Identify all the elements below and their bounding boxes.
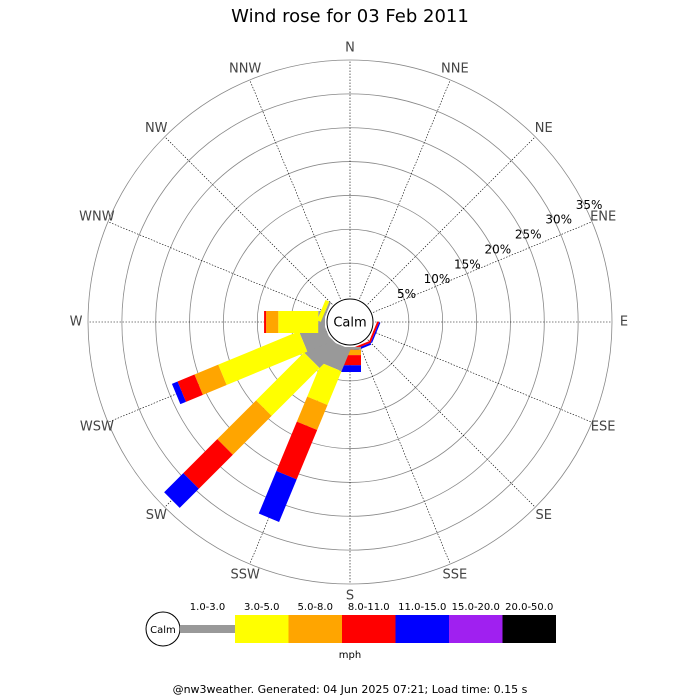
spoke <box>359 344 451 565</box>
bar-segment <box>266 311 279 333</box>
bar-segment <box>171 381 186 405</box>
direction-label: E <box>620 315 628 330</box>
bar-segment <box>278 311 319 333</box>
direction-label: NW <box>145 121 168 136</box>
direction-label: S <box>346 589 354 604</box>
legend-label: 20.0-50.0 <box>505 602 553 613</box>
legend-swatch <box>395 615 449 643</box>
direction-label: WNW <box>79 210 115 225</box>
bar-segment <box>370 322 381 344</box>
legend-swatch <box>235 615 289 643</box>
spoke <box>164 136 333 305</box>
spoke <box>372 331 593 423</box>
ring-label: 15% <box>454 257 481 271</box>
legend-swatch <box>502 615 556 643</box>
legend-swatch <box>180 625 235 633</box>
calm-circle <box>326 298 374 346</box>
bar-segment <box>276 421 318 480</box>
ring-label: 5% <box>397 287 416 301</box>
ring-label: 25% <box>515 228 542 242</box>
bar-segment <box>264 311 267 333</box>
bar-segment <box>307 362 342 405</box>
legend-swatch <box>288 615 342 643</box>
direction-label: ENE <box>590 210 616 225</box>
grid-ring <box>87 59 613 585</box>
legend-calm-label: Calm <box>150 625 176 636</box>
direction-label: SE <box>536 508 552 523</box>
grid-ring <box>121 93 579 551</box>
spoke <box>367 136 536 305</box>
bar-segment <box>256 352 320 416</box>
bar-segment <box>218 331 308 385</box>
footer: @nw3weather. Generated: 04 Jun 2025 07:2… <box>173 683 528 696</box>
bar-segment <box>164 473 199 508</box>
ring-label: 35% <box>576 198 603 212</box>
bar-segment <box>303 331 341 369</box>
legend-label: 5.0-8.0 <box>298 602 333 613</box>
direction-label: SW <box>146 508 167 523</box>
legend-label: 8.0-11.0 <box>348 602 390 613</box>
spoke <box>359 79 451 300</box>
bar-segment <box>339 365 361 373</box>
spoke <box>107 221 328 313</box>
bar-segment <box>258 471 297 522</box>
bar-segment <box>317 299 330 322</box>
direction-label: NNW <box>229 61 261 76</box>
direction-label: SSW <box>230 568 260 583</box>
legend-swatch <box>449 615 503 643</box>
bar-segment <box>368 321 380 343</box>
bar-segment <box>177 374 203 402</box>
direction-label: N <box>345 41 355 56</box>
bar-segment <box>296 396 328 431</box>
spoke <box>372 221 593 313</box>
direction-label: NE <box>535 121 553 136</box>
ring-label: 20% <box>484 242 511 256</box>
legend-label: 11.0-15.0 <box>398 602 446 613</box>
bar-segment <box>217 400 272 455</box>
ring-label: 10% <box>424 272 451 286</box>
direction-label: ESE <box>591 419 616 434</box>
spoke <box>367 339 536 508</box>
unit-label: mph <box>339 650 361 661</box>
chart-title: Wind rose for 03 Feb 2011 <box>231 6 469 27</box>
ring-label: 30% <box>545 213 572 227</box>
bar-segment <box>194 364 227 395</box>
legend-label: 1.0-3.0 <box>190 602 225 613</box>
legend-label: 15.0-20.0 <box>452 602 500 613</box>
direction-label: NNE <box>441 61 469 76</box>
legend-swatch <box>342 615 396 643</box>
direction-label: WSW <box>80 419 114 434</box>
bar-segment <box>183 439 233 489</box>
spoke <box>249 79 341 300</box>
direction-label: SSE <box>442 568 467 583</box>
legend-label: 3.0-5.0 <box>244 602 279 613</box>
grid-ring <box>223 195 477 449</box>
calm-label: Calm <box>333 316 366 331</box>
bar-segment <box>320 301 332 323</box>
direction-label: W <box>70 315 83 330</box>
grid-ring <box>256 228 444 416</box>
